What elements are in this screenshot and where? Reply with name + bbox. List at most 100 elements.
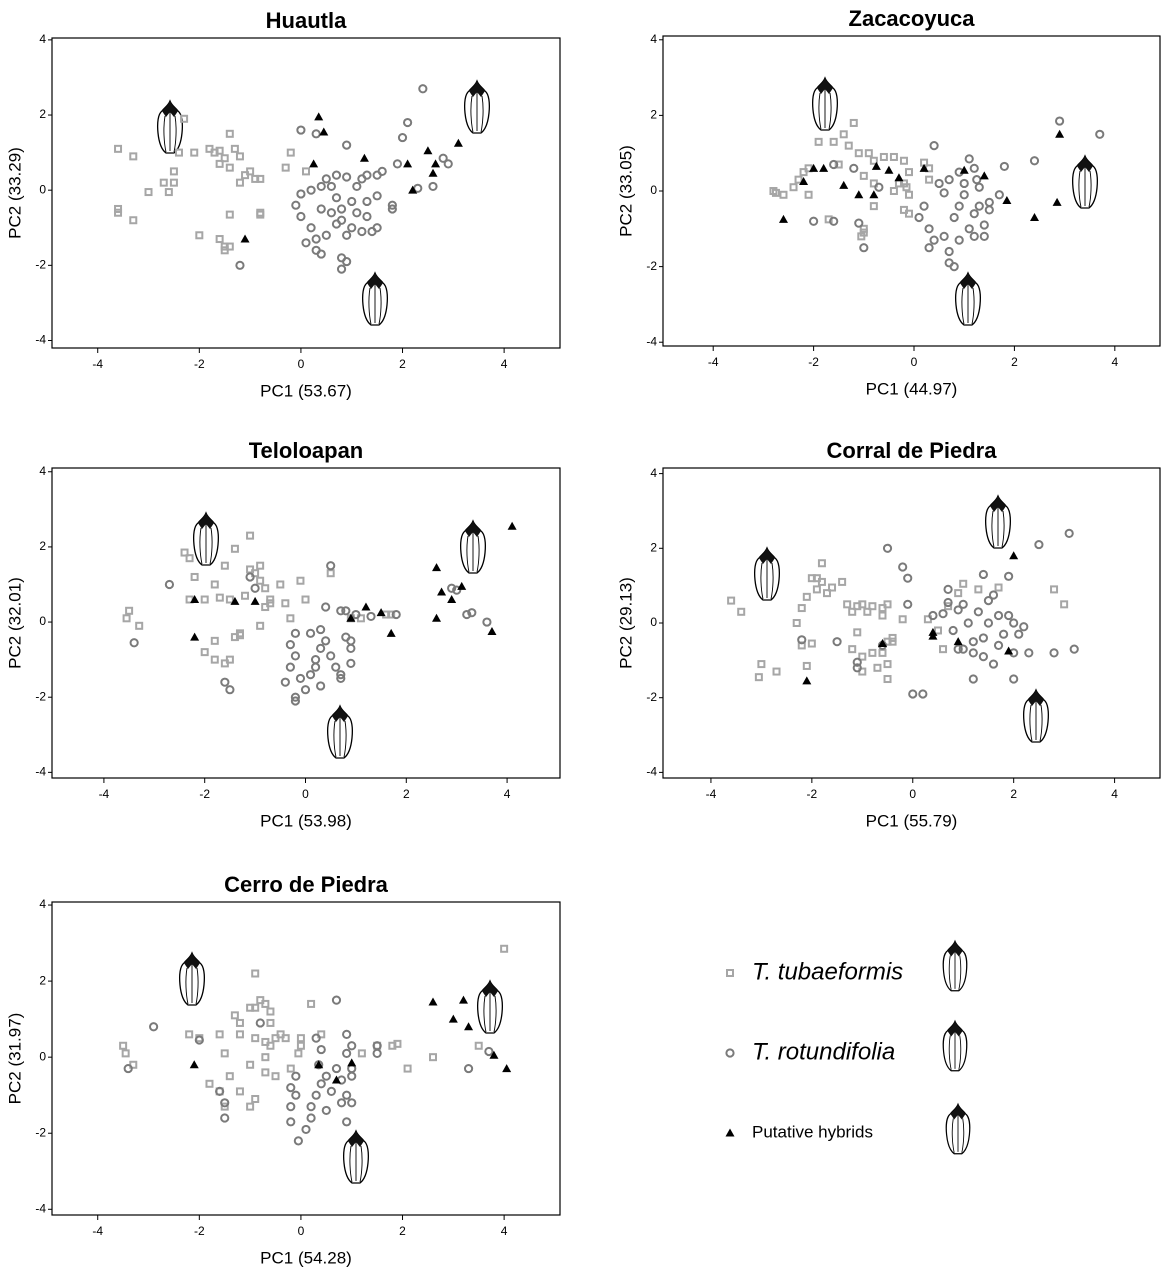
square-marker	[857, 232, 866, 241]
circle-marker	[352, 181, 362, 192]
circle-marker	[291, 1090, 301, 1100]
square-marker	[858, 600, 867, 609]
circle-marker	[993, 640, 1004, 651]
square-marker	[429, 1053, 437, 1062]
circle-marker	[316, 624, 326, 635]
square-marker	[235, 178, 244, 187]
square-marker	[296, 576, 305, 585]
square-marker	[266, 1041, 275, 1050]
circle-marker	[346, 658, 356, 668]
flower-icon	[156, 99, 184, 154]
square-marker	[848, 645, 857, 654]
square-marker	[169, 178, 178, 187]
circle-marker	[342, 1090, 352, 1100]
flower-veins	[163, 110, 177, 153]
x-tick-label: 2	[403, 787, 410, 801]
circle-marker	[366, 611, 376, 622]
triangle-marker	[507, 521, 517, 530]
square-marker	[180, 114, 189, 123]
plot-frame	[51, 37, 561, 349]
square-marker	[220, 154, 229, 163]
circle-marker	[123, 1063, 133, 1074]
square-marker	[863, 607, 872, 616]
circle-marker	[306, 1102, 316, 1112]
circle-marker	[954, 201, 964, 211]
circle-marker	[321, 174, 331, 184]
flower-lobes	[960, 273, 976, 289]
square-marker	[281, 1034, 290, 1043]
square-marker	[878, 611, 887, 620]
circle-marker	[326, 181, 336, 192]
triangle-marker	[432, 613, 442, 622]
square-marker	[754, 673, 763, 682]
triangle-marker	[457, 581, 467, 590]
circle-marker	[462, 609, 472, 620]
flower-lobes	[759, 548, 775, 564]
flower-veins	[951, 1112, 965, 1153]
circle-marker	[305, 628, 316, 638]
triangle-marker	[423, 146, 433, 155]
circle-marker	[286, 1082, 296, 1093]
triangle-marker	[919, 163, 929, 172]
square-marker	[129, 216, 138, 225]
triangle-marker	[250, 596, 260, 605]
flower-veins	[483, 990, 497, 1033]
circle-marker	[953, 644, 963, 654]
square-marker	[215, 1030, 224, 1039]
x-axis-label: PC1 (53.98)	[260, 811, 352, 830]
square-marker	[210, 580, 219, 589]
y-axis-label: PC2 (32.01)	[5, 577, 24, 669]
square-marker	[256, 174, 265, 183]
flower-veins	[1029, 699, 1043, 742]
square-marker	[215, 235, 224, 244]
square-marker	[883, 675, 892, 684]
circle-marker	[978, 652, 989, 662]
circle-marker	[972, 175, 982, 185]
circle-marker	[969, 231, 979, 241]
flower-icon	[984, 494, 1012, 549]
flower-veins	[948, 949, 962, 990]
x-tick-label: 2	[399, 357, 406, 371]
circle-marker	[988, 590, 999, 600]
circle-marker	[484, 1046, 494, 1057]
circle-marker	[245, 572, 255, 582]
circle-marker	[924, 224, 934, 234]
square-marker	[868, 602, 877, 611]
triangle-marker	[502, 1064, 512, 1073]
square-marker	[215, 146, 224, 155]
circle-marker	[978, 569, 989, 580]
square-marker	[889, 152, 898, 161]
circle-marker	[311, 234, 321, 244]
circle-marker	[347, 1098, 357, 1108]
circle-marker	[306, 185, 316, 195]
y-tick-label: 4	[650, 466, 657, 480]
square-marker	[225, 163, 234, 172]
y-tick-label: -2	[646, 259, 657, 273]
y-tick-label: -4	[646, 765, 657, 779]
triangle-marker	[428, 168, 438, 177]
y-tick-label: 2	[39, 973, 46, 987]
square-marker	[215, 593, 224, 602]
circle-marker	[993, 610, 1004, 621]
circle-marker	[829, 159, 839, 170]
circle-marker	[372, 1048, 382, 1058]
square-marker	[122, 614, 131, 623]
square-marker	[225, 129, 234, 138]
circle-marker	[296, 125, 306, 135]
square-marker	[302, 167, 310, 176]
circle-marker	[220, 677, 230, 687]
y-tick-label: 2	[39, 107, 46, 121]
square-marker	[220, 1049, 229, 1058]
flower-lobes	[1028, 690, 1044, 706]
square-marker	[899, 156, 908, 165]
square-marker	[817, 559, 826, 568]
square-marker	[898, 615, 907, 624]
circle-marker	[321, 636, 331, 646]
y-tick-label: -4	[35, 333, 46, 347]
square-marker	[500, 944, 509, 953]
circle-marker	[447, 583, 457, 593]
circle-marker	[255, 1018, 265, 1028]
circle-marker	[326, 208, 336, 218]
flower-lobes	[950, 1104, 966, 1120]
circle-marker	[854, 218, 864, 228]
